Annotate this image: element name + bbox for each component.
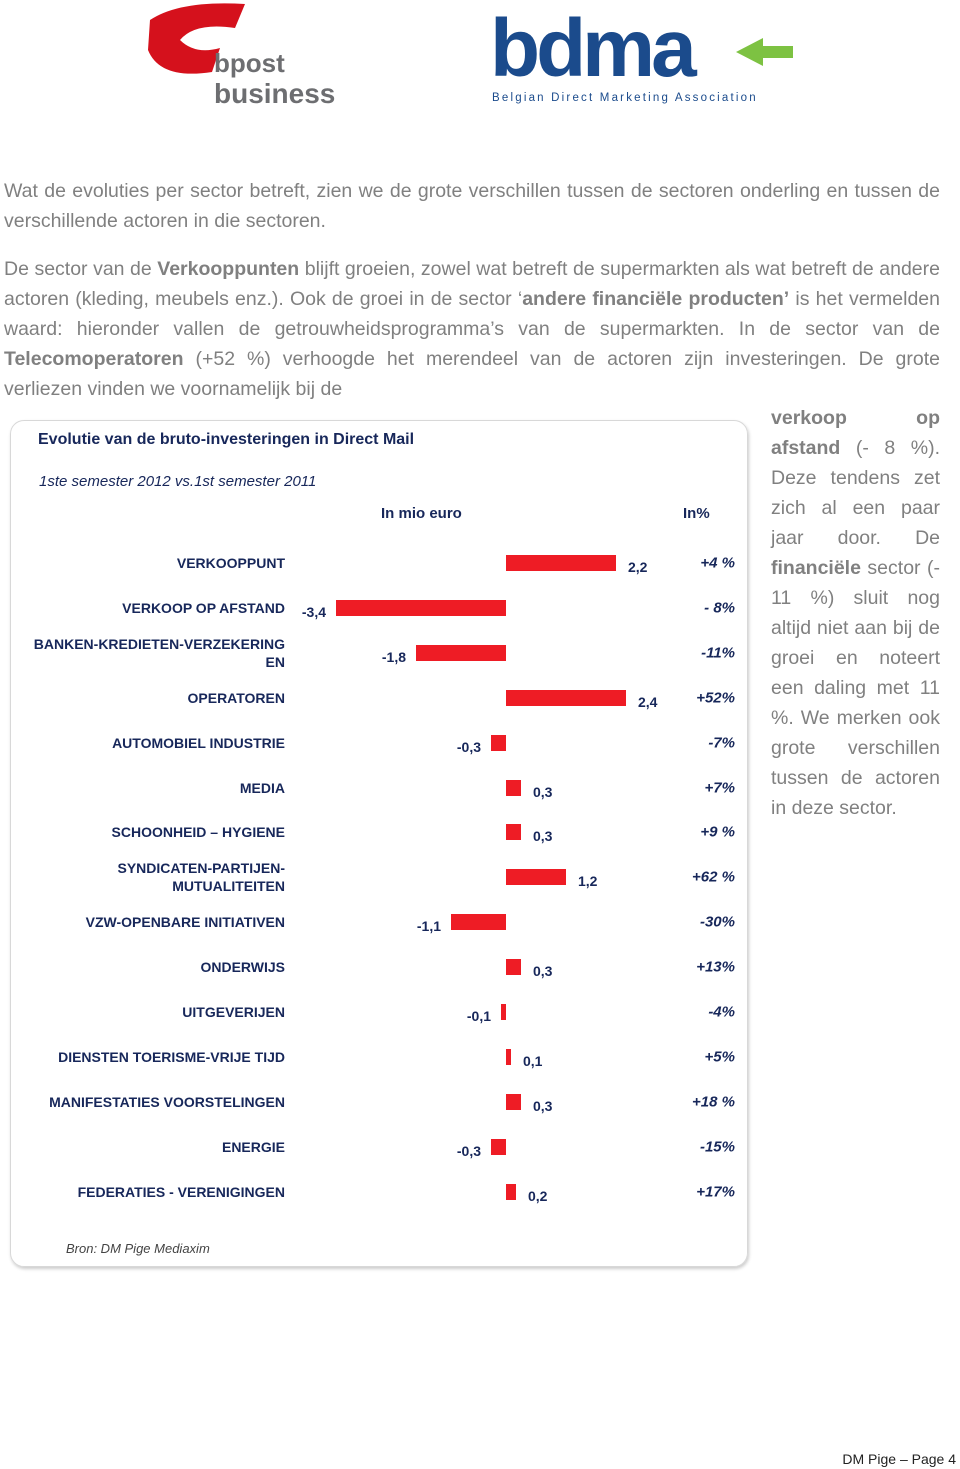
percent-label: +9 %: [700, 823, 735, 841]
category-label: MANIFESTATIES VOORSTELINGEN: [49, 1093, 285, 1110]
bar: [506, 1183, 516, 1200]
chart-subtitle: 1ste semester 2012 vs.1st semester 2011: [39, 473, 317, 490]
logo-tagline: Belgian Direct Marketing Association: [492, 92, 758, 104]
value-header: In mio euro: [381, 505, 462, 522]
percent-header: In%: [683, 505, 710, 522]
bar: [506, 1048, 511, 1065]
logo-text: bpost: [214, 48, 285, 78]
percent-label: +62 %: [692, 868, 735, 886]
text-run: financiële: [771, 557, 861, 579]
logo-text: bdma: [490, 10, 698, 94]
bar: [506, 869, 566, 886]
bar: [506, 689, 626, 706]
source: Bron: DM Pige Mediaxim: [66, 1241, 210, 1256]
bdma-logo: bdma Belgian Direct Marketing Associatio…: [490, 10, 793, 104]
bar: [501, 1004, 506, 1020]
text-run: andere financiële producten’: [522, 288, 790, 310]
category-label: ONDERWIJS: [200, 959, 285, 976]
text-run: Wat de evoluties per sector betreft, zie…: [4, 180, 940, 232]
value-label: 2,2: [628, 559, 648, 575]
percent-label: +52%: [696, 689, 735, 707]
percent-label: -30%: [699, 913, 735, 931]
bar: [506, 1093, 521, 1110]
chart-title: Evolutie van de bruto-investeringen in D…: [38, 431, 415, 448]
bar: [491, 734, 506, 751]
value-label: -1,1: [416, 918, 441, 935]
text-run: is het vermelden waard: hieronder vallen…: [4, 288, 940, 340]
percent-label: +18 %: [692, 1093, 735, 1111]
text-run: (- 8 %). Deze tendens zet zich al een pa…: [771, 437, 940, 549]
percent-label: -15%: [699, 1138, 735, 1156]
bar: [506, 779, 521, 796]
paragraph: De sector van de Verkooppunten blijft gr…: [4, 254, 940, 404]
percent-label: +4 %: [700, 554, 735, 572]
category-label: FEDERATIES - VERENIGINGEN: [77, 1183, 285, 1200]
category-label: DIENSTEN TOERISME-VRIJE TIJD: [58, 1048, 285, 1065]
category-label: AUTOMOBIEL INDUSTRIE: [112, 734, 285, 751]
text-run: sector (- 11 %) sluit nog altijd niet aa…: [771, 557, 940, 819]
percent-label: +17%: [696, 1183, 735, 1201]
value-label: 1,2: [578, 873, 598, 890]
value-label: -0,1: [466, 1008, 491, 1024]
value-label: -3,4: [301, 603, 326, 620]
text-run: verkoop op afstand: [771, 407, 940, 459]
value-label: 0,3: [533, 963, 553, 980]
bar: [506, 555, 616, 571]
text-run: De sector van de: [4, 258, 158, 280]
bar: [416, 644, 506, 661]
bpost-emblem: [148, 3, 245, 74]
bar: [491, 1138, 506, 1155]
category-label: MEDIA: [239, 779, 285, 796]
value-label: 0,1: [523, 1052, 543, 1069]
logo-text: business: [214, 78, 335, 109]
category-label: OPERATOREN: [187, 689, 286, 706]
value-label: -0,3: [456, 738, 481, 755]
percent-label: - 8%: [704, 599, 735, 617]
text-run: Verkooppunten: [157, 258, 300, 280]
value-label: -0,3: [456, 1142, 481, 1159]
category-label: VZW-OPENBARE INITIATIVEN: [85, 914, 285, 931]
category-label: BANKEN-KREDIETEN-VERZEKERING EN: [33, 635, 285, 670]
percent-label: +7%: [704, 779, 735, 796]
bar: [506, 824, 521, 841]
text-run: Telecomoperatoren: [4, 348, 184, 370]
value-label: 0,3: [533, 828, 553, 845]
percent-label: +5%: [704, 1048, 735, 1066]
value-label: 2,4: [638, 693, 658, 710]
category-label: SYNDICATEN-PARTIJEN- MUTUALITEITEN: [117, 860, 286, 895]
bar: [506, 959, 521, 976]
paragraph: Wat de evoluties per sector betreft, zie…: [4, 176, 940, 236]
percent-label: +13%: [696, 958, 735, 976]
value-label: 0,3: [533, 783, 553, 800]
paragraph: verkoop op afstand (- 8 %). Deze tendens…: [771, 403, 940, 823]
percent-label: -11%: [701, 644, 735, 662]
bpost-logo: bpost business: [148, 3, 335, 109]
text-run: (+52 %) verhoogde het merendeel van de a…: [4, 348, 940, 400]
category-label: UITGEVERIJEN: [182, 1004, 285, 1020]
value-label: -1,8: [381, 648, 406, 665]
value-label: 0,2: [528, 1187, 548, 1204]
category-label: ENERGIE: [221, 1138, 285, 1155]
bar: [451, 914, 506, 931]
percent-label: -7%: [708, 734, 735, 752]
percent-label: -4%: [708, 1003, 735, 1021]
value-label: 0,3: [533, 1097, 553, 1114]
category-label: SCHOONHEID – HYGIENE: [111, 824, 285, 841]
logo-arrow: [736, 38, 793, 66]
text-run: blijft groeien, zowel wat betreft de sup…: [4, 258, 940, 310]
category-label: VERKOOP OP AFSTAND: [122, 599, 285, 616]
category-label: VERKOOPPUNT: [176, 555, 285, 571]
footer: DM Pige – Page 4: [842, 1451, 956, 1467]
bar: [336, 599, 506, 616]
chart: Evolutie van de bruto-investeringen in D…: [10, 420, 748, 1267]
